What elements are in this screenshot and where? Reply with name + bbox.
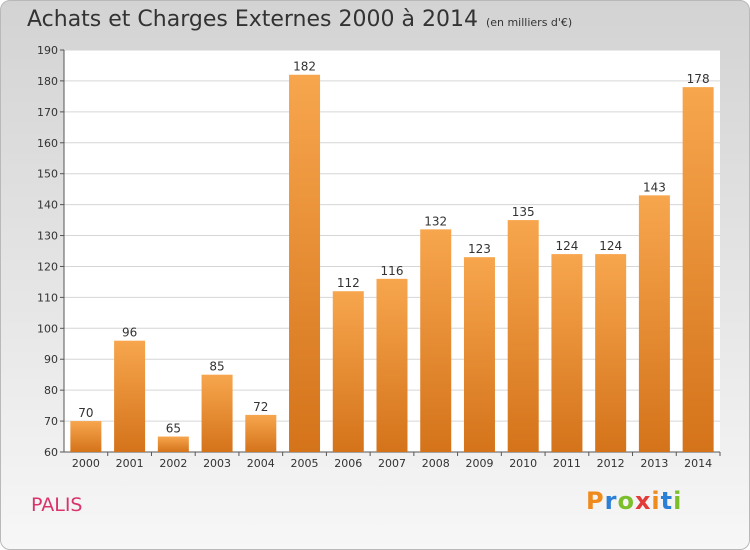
x-tick-label: 2014 [684, 457, 712, 470]
bar [70, 421, 102, 452]
bar-value-label: 132 [424, 214, 447, 228]
bar-value-label: 65 [166, 422, 181, 436]
logo-letter: P [586, 487, 605, 515]
bar [551, 254, 583, 452]
bar [114, 340, 146, 452]
x-tick-label: 2003 [203, 457, 231, 470]
bar [245, 414, 277, 452]
bar [463, 257, 495, 452]
y-tick-label: 170 [37, 106, 58, 119]
bar-value-label: 72 [253, 400, 268, 414]
x-tick-label: 2013 [640, 457, 668, 470]
x-tick-label: 2011 [553, 457, 581, 470]
x-tick-label: 2006 [334, 457, 362, 470]
bar-value-label: 112 [337, 276, 360, 290]
logo-letter: r [604, 487, 618, 515]
bar [289, 74, 321, 452]
bar-value-label: 116 [381, 264, 404, 278]
logo-letter: o [617, 487, 635, 515]
y-tick-label: 70 [44, 415, 58, 428]
y-tick-label: 160 [37, 137, 58, 150]
proxiti-logo: Proxiti [586, 487, 682, 515]
logo-letter: x [634, 487, 652, 515]
y-tick-label: 130 [37, 230, 58, 243]
bar [507, 220, 539, 452]
y-tick-label: 100 [37, 322, 58, 335]
y-tick-label: 80 [44, 384, 58, 397]
bar [420, 229, 452, 452]
logo-letter: t [660, 487, 674, 515]
y-tick-label: 110 [37, 291, 58, 304]
bar [157, 436, 189, 452]
y-tick-label: 180 [37, 75, 58, 88]
bar [682, 87, 714, 452]
x-tick-label: 2004 [247, 457, 275, 470]
bar-value-label: 123 [468, 242, 491, 256]
x-tick-label: 2008 [422, 457, 450, 470]
bar-value-label: 143 [643, 180, 666, 194]
bar-value-label: 70 [78, 406, 93, 420]
logo-letter: i [651, 487, 661, 515]
y-tick-label: 90 [44, 353, 58, 366]
logo-letter: i [673, 487, 683, 515]
bar-value-label: 124 [555, 239, 578, 253]
chart-title: Achats et Charges Externes 2000 à 2014 (e… [27, 7, 572, 32]
x-tick-label: 2007 [378, 457, 406, 470]
bar-value-label: 182 [293, 60, 316, 74]
bar [332, 291, 364, 452]
x-tick-label: 2005 [291, 457, 319, 470]
chart-title-text: Achats et Charges Externes 2000 à 2014 [27, 7, 478, 32]
x-tick-label: 2010 [509, 457, 537, 470]
x-tick-label: 2012 [597, 457, 625, 470]
bar [638, 195, 670, 453]
x-tick-label: 2002 [159, 457, 187, 470]
x-tick-label: 2001 [116, 457, 144, 470]
bar-value-label: 85 [209, 360, 224, 374]
bar-value-label: 96 [122, 326, 137, 340]
bar [376, 278, 408, 452]
x-tick-label: 2009 [465, 457, 493, 470]
commune-name: PALIS [31, 494, 83, 516]
bar-value-label: 178 [687, 72, 710, 86]
bar-value-label: 124 [599, 239, 622, 253]
y-tick-label: 140 [37, 199, 58, 212]
bar-value-label: 135 [512, 205, 535, 219]
x-tick-label: 2000 [72, 457, 100, 470]
y-tick-label: 150 [37, 168, 58, 181]
y-tick-label: 60 [44, 446, 58, 459]
bar [201, 374, 233, 452]
bar [595, 254, 627, 452]
chart-subtitle: (en milliers d'€) [485, 16, 573, 29]
y-tick-label: 120 [37, 260, 58, 273]
y-tick-label: 190 [37, 44, 58, 57]
